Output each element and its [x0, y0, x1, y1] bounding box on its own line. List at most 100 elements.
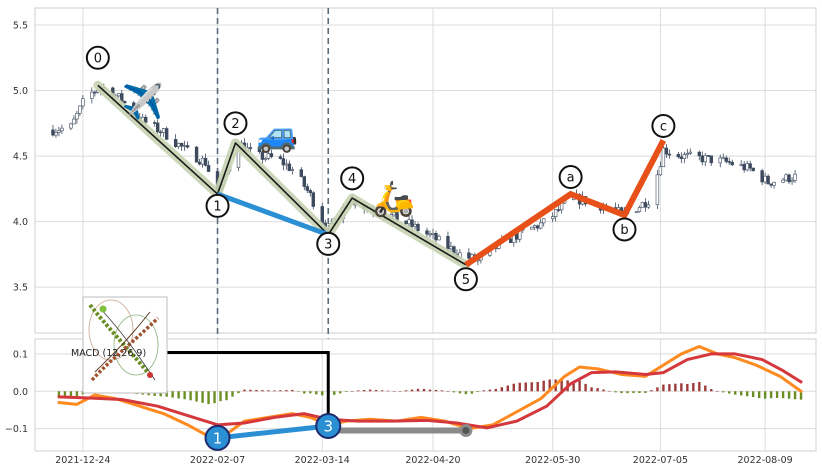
histogram-bar [560, 379, 563, 392]
candle-body [308, 190, 312, 194]
candle-body [416, 224, 420, 232]
candle-body [467, 252, 471, 259]
histogram-bar [321, 391, 324, 396]
wave-label-text: 4 [348, 172, 356, 187]
histogram-bar [680, 383, 683, 392]
histogram-bar [231, 391, 234, 397]
candle-body [269, 153, 274, 157]
wave-label-2: 2 [223, 111, 248, 136]
histogram-bar [674, 383, 677, 392]
candle-body [658, 166, 663, 176]
histogram-bar [692, 383, 695, 392]
candle-body [164, 128, 169, 140]
candle-body [57, 130, 61, 133]
decorative-icons: ✈️ 🚙 🛵 [122, 81, 416, 219]
histogram-bar [207, 391, 210, 405]
price-y-tick-label: 5.0 [13, 86, 28, 97]
candle-body [90, 91, 94, 100]
histogram-bar [183, 391, 186, 400]
histogram-bar [518, 382, 521, 392]
histogram-bar [458, 391, 462, 394]
candle-body [556, 209, 561, 211]
candle-body [724, 157, 728, 162]
candle-body [248, 147, 253, 149]
scooter-icon: 🛵 [373, 179, 415, 219]
histogram-bar [548, 379, 551, 392]
histogram-bar [345, 391, 348, 392]
candle-body [643, 202, 648, 208]
candle-body [697, 151, 701, 157]
histogram-bar [452, 391, 456, 393]
histogram-bar [69, 391, 73, 398]
candle-body [51, 129, 55, 136]
candle-body [742, 163, 746, 171]
candle-body [679, 156, 684, 159]
candle-body [413, 224, 417, 227]
candle-body [176, 142, 181, 147]
candle-body [197, 161, 202, 165]
histogram-bar [799, 391, 803, 400]
candle-body [407, 219, 411, 225]
candle-body [54, 132, 58, 136]
histogram-bar [662, 384, 665, 392]
candle-body [428, 233, 432, 236]
candle-body [539, 222, 543, 229]
histogram-bar [488, 389, 492, 392]
histogram-bar [739, 391, 743, 396]
candle-body [179, 142, 184, 147]
signal-line [57, 352, 803, 430]
macd-histogram [57, 379, 803, 405]
wave-label-3: 3 [316, 231, 341, 256]
histogram-bar [781, 391, 785, 399]
wave-label-circle [453, 267, 478, 292]
candle-body [748, 163, 752, 169]
histogram-bar [704, 385, 707, 392]
x-axis-ticks: 2021-12-24 2022-02-07 2022-03-14 2022-04-20… [55, 455, 792, 466]
candle-body [320, 206, 324, 224]
macd-y-tick-label: −0.1 [5, 424, 28, 435]
candle-body [541, 218, 546, 224]
histogram-bar [339, 391, 342, 394]
histogram-bar [153, 391, 156, 396]
candle-body [284, 163, 289, 166]
candle-body [550, 216, 555, 219]
histogram-bar [368, 389, 372, 392]
candle-body [173, 139, 178, 147]
wave-label-text: 5 [462, 273, 470, 288]
macd-annotations: 13 [160, 350, 473, 451]
macd-wave-marker-3: 3 [315, 412, 342, 439]
price-y-axis-ticks: 3.5 4.0 4.5 5.0 5.5 [13, 21, 28, 294]
macd-legend: MACD (12,26,9) [71, 296, 168, 394]
histogram-bar [500, 387, 504, 392]
price-y-tick-label: 5.5 [13, 21, 28, 32]
histogram-bar [303, 391, 306, 394]
candle-body [200, 157, 205, 165]
histogram-bar [524, 382, 527, 392]
price-y-tick-label: 4.5 [13, 152, 28, 163]
candle-body [536, 225, 540, 229]
candle-body [155, 122, 160, 133]
macd-divergence-segment [217, 423, 329, 441]
histogram-bar [225, 391, 228, 401]
macd-wave-marker-1: 1 [204, 424, 231, 451]
x-tick-label: 2022-07-05 [633, 455, 688, 466]
airplane-icon: ✈️ [122, 81, 164, 122]
candle-body [664, 147, 669, 155]
x-tick-label: 2022-03-14 [295, 455, 350, 466]
candle-body [634, 211, 639, 214]
histogram-bar [512, 383, 515, 392]
candle-body [766, 175, 770, 185]
histogram-bar [745, 391, 749, 397]
histogram-bar [698, 382, 701, 392]
macd-line [57, 344, 803, 440]
correction-wave-path [464, 138, 667, 268]
macd-wave-circle [204, 424, 231, 451]
candle-body [718, 157, 722, 164]
candle-body [446, 235, 450, 250]
candle-body [194, 146, 199, 163]
macd-y-tick-label: 0.0 [13, 387, 28, 398]
x-tick-label: 2022-02-07 [190, 455, 245, 466]
histogram-bar [620, 391, 623, 394]
candle-body [404, 220, 408, 225]
histogram-bar [380, 390, 384, 392]
